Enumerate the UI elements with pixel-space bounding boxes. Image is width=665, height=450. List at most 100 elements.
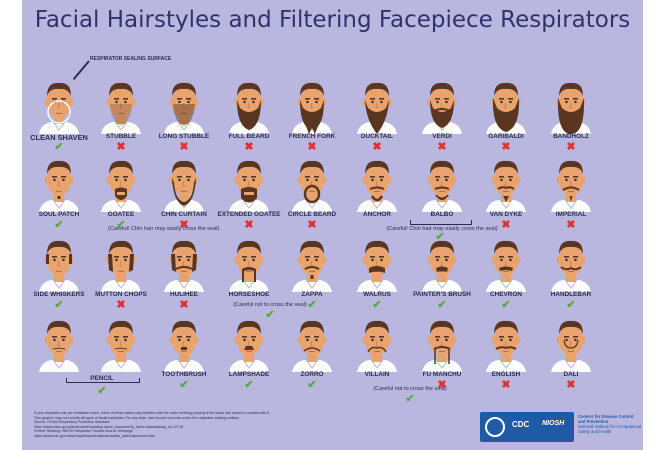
style-label: WALRUS <box>363 291 391 298</box>
check-icon: ✔ <box>244 379 254 391</box>
org-sub-line: Safety and Health <box>578 429 612 434</box>
check-icon: ✔ <box>179 379 189 391</box>
style-label: FU MANCHU <box>422 371 462 378</box>
goatee-note: (Careful! Chin hair may easily cross the… <box>108 226 220 232</box>
face-walrus-illustration <box>355 232 399 292</box>
check-icon: ✔ <box>116 219 126 231</box>
face-pencil-27-illustration <box>37 312 81 372</box>
check-icon: ✔ <box>437 299 447 311</box>
anchor-balbo-note: (Careful! Chin hair may easily cross the… <box>386 226 498 232</box>
face-mutton-chops-illustration <box>99 232 143 292</box>
pencil-bracket <box>66 378 140 383</box>
check-icon: ✔ <box>54 299 64 311</box>
cross-icon: ✖ <box>501 219 511 231</box>
style-label: HORSESHOE <box>228 291 270 298</box>
footer-line: Source: OSHA Respiratory Protection Stan… <box>34 420 110 425</box>
cross-icon: ✖ <box>116 299 126 311</box>
page-title: Facial Hairstyles and Filtering Facepiec… <box>34 7 631 33</box>
cross-icon: ✖ <box>179 141 189 153</box>
face-soul-patch-illustration <box>37 152 81 212</box>
face-chin-curtain-illustration <box>162 152 206 212</box>
anchor-balbo-bracket <box>410 220 472 225</box>
face-verdi-illustration <box>420 74 464 134</box>
pencil-mark: ✔ <box>97 385 107 397</box>
face-anchor-illustration <box>355 152 399 212</box>
pencil-label: PENCIL <box>90 375 114 382</box>
check-icon: ✔ <box>372 299 382 311</box>
face-villain-illustration <box>355 312 399 372</box>
face-horseshoe-illustration <box>227 232 271 292</box>
villain-mark: ✔ <box>405 393 415 405</box>
face-extended-goatee-illustration <box>227 152 271 212</box>
check-icon: ✔ <box>566 299 576 311</box>
face-zappa-illustration <box>290 232 334 292</box>
footer-line: If your respirator has an exhalation val… <box>34 411 270 415</box>
face-bandholz-illustration <box>549 74 593 134</box>
cross-icon: ✖ <box>244 219 254 231</box>
poster: Facial Hairstyles and Filtering Facepiec… <box>22 0 643 450</box>
style-label: HANDLEBAR <box>550 291 592 298</box>
style-label: ZORRO <box>300 371 324 378</box>
style-label: TOOTHBRUSH <box>161 371 207 378</box>
style-label: VERDI <box>432 133 452 140</box>
face-dali-illustration <box>549 312 593 372</box>
style-label: FRENCH FORK <box>288 133 336 140</box>
cross-icon: ✖ <box>372 141 382 153</box>
style-label: ENGLISH <box>491 371 521 378</box>
cross-icon: ✖ <box>566 379 576 391</box>
check-icon: ✔ <box>54 141 64 153</box>
style-label: ZAPPA <box>301 291 323 298</box>
face-lampshade-illustration <box>227 312 271 372</box>
footer-link[interactable]: https://www.osha.gov/pls/oshaweb/owadisp… <box>34 424 184 429</box>
face-zorro-illustration <box>290 312 334 372</box>
cross-icon: ✖ <box>566 219 576 231</box>
niosh-logo: NIOSH <box>542 420 565 427</box>
face-stubble-illustration <box>99 74 143 134</box>
cross-icon: ✖ <box>437 379 447 391</box>
footer-notes: If your respirator has an exhalation val… <box>34 411 474 439</box>
style-label: BALBO <box>430 211 454 218</box>
face-van-dyke-illustration <box>484 152 528 212</box>
style-label: DALI <box>563 371 579 378</box>
face-toothbrush-illustration <box>162 312 206 372</box>
style-label: CHIN CURTAIN <box>161 211 207 218</box>
style-label: PAINTER'S BRUSH <box>413 291 471 298</box>
cross-icon: ✖ <box>307 141 317 153</box>
horseshoe-note: (Careful not to cross the seal) <box>233 302 307 308</box>
style-label: IMPERIAL <box>555 211 587 218</box>
cross-icon: ✖ <box>566 141 576 153</box>
hhs-eagle-icon <box>485 417 505 437</box>
cross-icon: ✖ <box>437 141 447 153</box>
cross-icon: ✖ <box>501 379 511 391</box>
face-pencil-28-illustration <box>99 312 143 372</box>
style-label: GOATEE <box>107 211 135 218</box>
style-label: CLEAN SHAVEN <box>30 133 88 142</box>
cross-icon: ✖ <box>116 141 126 153</box>
style-label: LONG STUBBLE <box>158 133 210 140</box>
style-label: MUTTON CHOPS <box>95 291 147 298</box>
cross-icon: ✖ <box>179 219 189 231</box>
face-imperial-illustration <box>549 152 593 212</box>
face-side-whiskers-illustration <box>37 232 81 292</box>
style-label: SIDE WHISKERS <box>33 291 85 298</box>
footer-link[interactable]: https://www.cdc.gov/niosh/npptl/topics/r… <box>34 433 155 438</box>
style-label: STUBBLE <box>105 133 137 140</box>
cdc-logo: CDC <box>512 420 530 429</box>
style-label: BANDHOLZ <box>553 133 589 140</box>
org-name: Centers for Disease Control and Preventi… <box>578 414 642 434</box>
face-full-beard-illustration <box>227 74 271 134</box>
cross-icon: ✖ <box>179 299 189 311</box>
horseshoe-mark: ✔ <box>265 309 275 321</box>
check-icon: ✔ <box>307 299 317 311</box>
style-label: CIRCLE BEARD <box>287 211 337 218</box>
style-label: VAN DYKE <box>489 211 523 218</box>
cross-icon: ✖ <box>244 141 254 153</box>
org-name-line: and Prevention <box>578 419 609 424</box>
check-icon: ✔ <box>501 299 511 311</box>
style-label: EXTENDED GOATEE <box>217 211 281 218</box>
face-handlebar-illustration <box>549 232 593 292</box>
face-ducktail-illustration <box>355 74 399 134</box>
style-label: VILLAIN <box>364 371 390 378</box>
face-hulihee-illustration <box>162 232 206 292</box>
cross-icon: ✖ <box>501 141 511 153</box>
